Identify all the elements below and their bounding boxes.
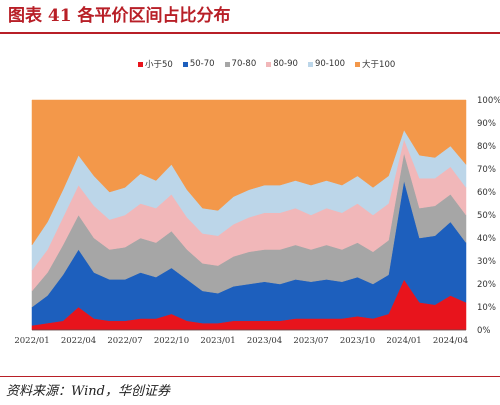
legend-item: 50-70 xyxy=(182,58,215,70)
title-divider xyxy=(0,32,500,34)
x-tick-label: 2022/10 xyxy=(154,336,189,346)
x-tick-label: 2023/01 xyxy=(200,336,235,346)
stacked-area-chart: 0% 10% 20% 30% 40% 50% 60% 70% 80% 90% 100% 2022/01… xyxy=(14,96,500,346)
x-tick-label: 2024/04 xyxy=(433,336,468,346)
figure-title: 图表 41 各平价区间占比分布 xyxy=(8,6,231,26)
area-series-5 xyxy=(31,99,467,246)
legend-item: 小于50 xyxy=(138,58,173,70)
y-tick-label: 80% xyxy=(477,142,496,152)
legend-swatch xyxy=(138,61,143,67)
y-tick-label: 100% xyxy=(477,96,500,106)
x-tick-label: 2023/04 xyxy=(247,336,282,346)
x-tick-label: 2023/07 xyxy=(293,336,328,346)
legend-label: 大于100 xyxy=(362,60,396,70)
y-tick-label: 0% xyxy=(477,326,491,336)
x-tick-label: 2022/07 xyxy=(107,336,142,346)
y-tick-label: 50% xyxy=(477,211,496,221)
legend-swatch xyxy=(182,61,188,67)
legend-label: 50-70 xyxy=(189,59,215,69)
x-tick-label: 2023/10 xyxy=(340,336,375,346)
x-tick-label: 2022/04 xyxy=(61,336,96,346)
y-tick-label: 70% xyxy=(477,165,496,175)
legend-swatch xyxy=(266,61,272,67)
chart-legend: 小于50 50-70 70-80 80-90 90-100 大于100 xyxy=(138,58,395,70)
legend-label: 70-80 xyxy=(231,59,257,69)
y-tick-label: 10% xyxy=(477,303,496,313)
x-tick-label: 2024/01 xyxy=(386,336,421,346)
legend-swatch xyxy=(307,61,313,67)
legend-label: 80-90 xyxy=(273,59,298,69)
y-tick-label: 40% xyxy=(477,234,496,244)
y-tick-label: 60% xyxy=(477,188,496,198)
y-tick-label: 30% xyxy=(477,257,496,267)
source-note: 资料来源：Wind，华创证券 xyxy=(6,384,170,399)
legend-item: 90-100 xyxy=(307,58,346,70)
legend-item: 大于100 xyxy=(355,58,395,70)
x-tick-label: 2022/01 xyxy=(14,336,49,346)
source-divider xyxy=(0,376,500,377)
legend-swatch xyxy=(224,61,230,67)
y-tick-label: 90% xyxy=(477,119,496,129)
legend-label: 小于50 xyxy=(145,60,173,70)
y-tick-label: 20% xyxy=(477,280,496,290)
legend-label: 90-100 xyxy=(314,59,346,69)
legend-item: 70-80 xyxy=(224,58,257,70)
legend-item: 80-90 xyxy=(266,58,298,70)
legend-swatch xyxy=(355,61,361,67)
